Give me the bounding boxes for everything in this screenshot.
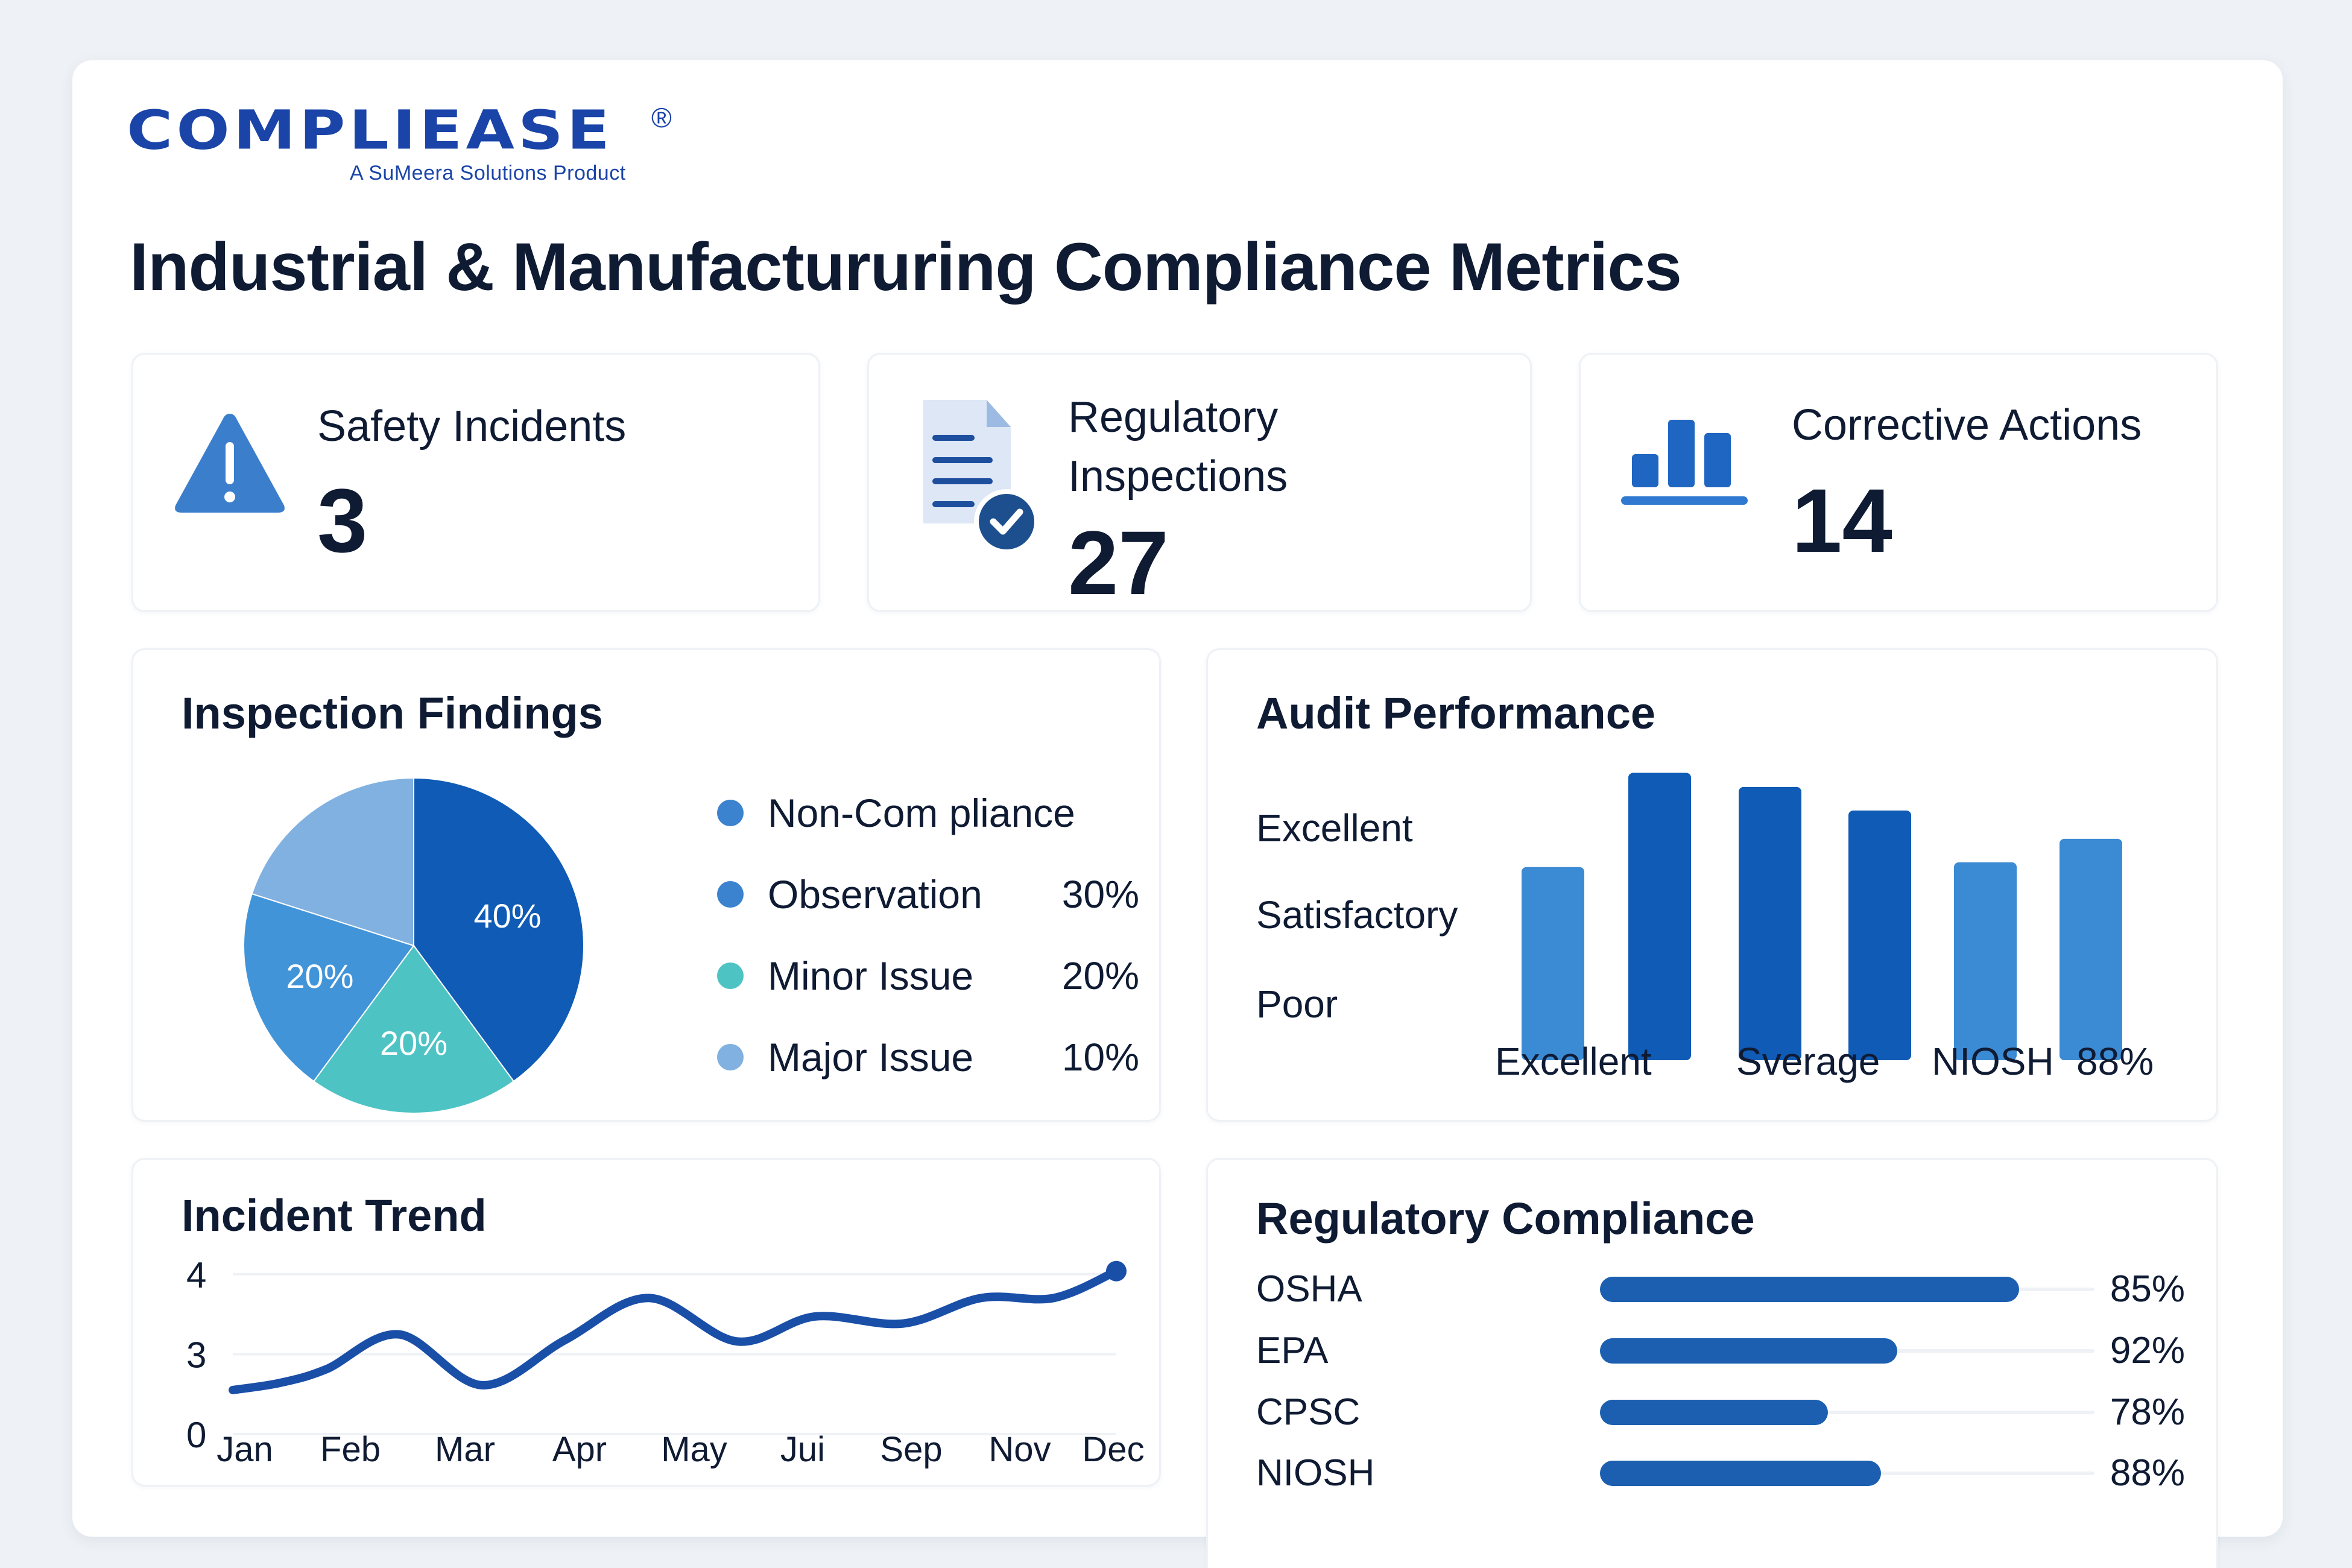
x-axis-label: Sverage — [1736, 1040, 1880, 1083]
legend-pct: 10% — [1061, 1035, 1139, 1079]
legend-pct: 20% — [1061, 954, 1139, 997]
x-axis-label: Excellent — [1495, 1040, 1652, 1083]
audit-bar — [1848, 810, 1911, 1060]
x-tick-label: Jui — [780, 1430, 825, 1469]
regulator-name: EPA — [1256, 1330, 1329, 1371]
audit-bar — [1628, 773, 1691, 1060]
legend-label: Major Issue — [768, 1035, 974, 1080]
pie-slice — [413, 777, 584, 1083]
inspection-findings-pie: 40% 20% 20% — [243, 777, 584, 1114]
compliance-percent: 85% — [2110, 1268, 2185, 1310]
progress-fill — [1600, 1400, 1829, 1425]
legend-dot — [717, 800, 744, 826]
panel-title: Regulatory Compliance — [1256, 1193, 1755, 1244]
kpi-label-line2: Inspections — [1068, 452, 1288, 501]
warning-triangle-icon — [175, 414, 285, 513]
regulator-name: NIOSH — [1256, 1452, 1375, 1494]
y-tick-label: 0 — [186, 1415, 206, 1455]
page-title: Industrial & Manufactururing Compliance … — [130, 229, 1682, 305]
pie-slice — [312, 944, 515, 1114]
audit-performance-panel: Audit Performance Excellent Satisfactory… — [1206, 648, 2218, 1122]
audit-bar — [2060, 838, 2122, 1060]
kpi-card-corrective-actions: Corrective Actions 14 — [1579, 353, 2218, 612]
pie-data-label: 20% — [380, 1024, 447, 1062]
compliance-row-osha: OSHA 85% — [1256, 1262, 2185, 1317]
audit-bar-chart — [1522, 773, 2122, 1060]
x-tick-label: Jan — [217, 1430, 273, 1469]
regulator-name: CPSC — [1256, 1391, 1361, 1433]
x-axis-label: 88% — [2076, 1040, 2154, 1083]
y-axis-label: Excellent — [1256, 806, 1413, 850]
x-tick-label: Sep — [880, 1430, 942, 1469]
legend-label: Minor Issue — [768, 953, 974, 998]
y-axis-label: Satisfactory — [1256, 893, 1458, 937]
progress-track — [1600, 1411, 2094, 1414]
x-tick-label: Mar — [435, 1430, 495, 1469]
x-tick-label: May — [661, 1430, 727, 1469]
brand-logo: COMPLIEASE ® A SuMeera Solutions Product — [127, 101, 706, 192]
pie-slice — [251, 777, 414, 947]
regulator-name: OSHA — [1256, 1268, 1362, 1310]
pie-slice — [243, 893, 415, 1083]
kpi-card-regulatory-inspections: Regulatory Inspections 27 — [867, 353, 1532, 612]
regulatory-compliance-panel: Regulatory Compliance OSHA 85% EPA 92% C… — [1206, 1158, 2218, 1568]
progress-fill — [1600, 1338, 1897, 1364]
x-tick-label: Nov — [988, 1430, 1051, 1469]
legend-item: Major Issue 10% — [717, 1033, 1139, 1081]
kpi-value: 27 — [1068, 512, 1169, 613]
panel-title: Incident Trend — [182, 1190, 487, 1241]
registered-mark: ® — [651, 102, 672, 133]
trend-end-marker — [1106, 1260, 1127, 1282]
bar-chart-icon — [1621, 420, 1748, 505]
kpi-label-line1: Regulatory — [1068, 393, 1279, 441]
x-tick-label: Apr — [552, 1430, 607, 1469]
panel-title: Audit Performance — [1256, 688, 1656, 738]
compliance-row-niosh: NIOSH 88% — [1256, 1446, 2185, 1500]
x-tick-label: Dec — [1082, 1430, 1144, 1469]
kpi-label: Corrective Actions — [1792, 401, 2142, 449]
compliance-row-epa: EPA 92% — [1256, 1324, 2185, 1378]
incident-trend-panel: Incident Trend 0 3 4 Jan Feb Mar Apr May Jui Sep N… — [131, 1158, 1161, 1487]
audit-bar — [1522, 867, 1584, 1060]
compliance-row-cpsc: CPSC 78% — [1256, 1385, 2185, 1440]
legend-item: Non-Com pliance — [717, 789, 1139, 837]
legend-dot — [717, 881, 744, 908]
kpi-value: 14 — [1792, 470, 1892, 571]
pie-data-label: 40% — [474, 897, 542, 935]
y-tick-label: 3 — [186, 1335, 206, 1376]
y-tick-label: 4 — [186, 1255, 206, 1295]
trend-line — [229, 1266, 1121, 1394]
x-axis-label: NIOSH — [1932, 1040, 2054, 1083]
audit-bar — [1954, 862, 2017, 1060]
legend-label: Observation — [768, 872, 982, 917]
legend-dot — [717, 963, 744, 989]
x-tick-label: Feb — [320, 1430, 381, 1469]
legend-pct: 30% — [1061, 873, 1139, 916]
document-check-icon — [923, 400, 1039, 554]
pie-data-label: 20% — [286, 957, 353, 995]
inspection-findings-panel: Inspection Findings 40% 20% 20% Non-Com pl… — [131, 648, 1161, 1122]
kpi-value: 3 — [317, 470, 368, 571]
kpi-label: Safety Incidents — [317, 402, 627, 450]
audit-bar — [1739, 786, 1801, 1060]
kpi-card-safety-incidents: Safety Incidents 3 — [131, 353, 820, 612]
legend-item: Minor Issue 20% — [717, 952, 1139, 1000]
panel-title: Inspection Findings — [182, 688, 603, 738]
legend-dot — [717, 1044, 744, 1070]
progress-fill — [1600, 1277, 2020, 1302]
progress-fill — [1600, 1461, 1882, 1486]
brand-tagline: A SuMeera Solutions Product — [350, 162, 626, 185]
compliance-percent: 92% — [2110, 1330, 2185, 1371]
y-axis-label: Poor — [1256, 982, 1338, 1026]
pie-legend: Non-Com pliance Observation 30% Minor Is… — [717, 789, 1139, 1102]
compliance-percent: 78% — [2110, 1391, 2185, 1433]
incident-trend-chart: 0 3 4 Jan Feb Mar Apr May Jui Sep Nov Dec — [186, 1255, 1145, 1469]
legend-item: Observation 30% — [717, 870, 1139, 918]
compliance-percent: 88% — [2110, 1452, 2185, 1494]
brand-wordmark: COMPLIEASE — [127, 98, 613, 162]
legend-label: Non-Com pliance — [768, 791, 1075, 835]
